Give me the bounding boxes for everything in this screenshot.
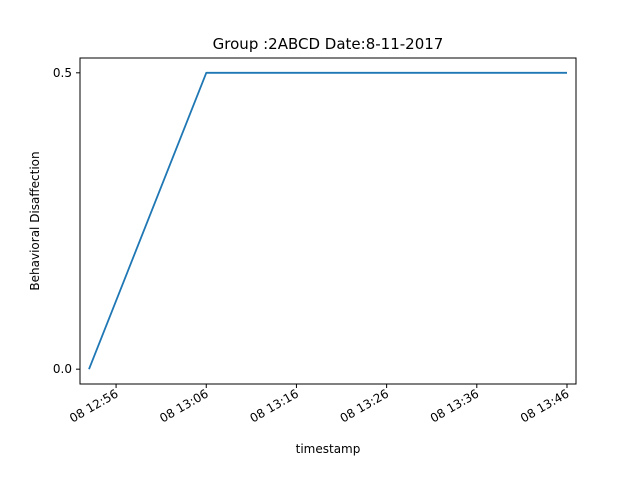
y-axis: 0.0 0.5 — [53, 66, 80, 376]
x-axis-label: timestamp — [296, 442, 361, 456]
y-tick-label: 0.5 — [53, 66, 72, 80]
plot-area — [79, 57, 577, 385]
y-tick-label: 0.0 — [53, 362, 72, 376]
series-line — [88, 71, 567, 370]
series-layer — [88, 71, 567, 370]
chart-title: Group :2ABCD Date:8-11-2017 — [213, 35, 444, 53]
y-axis-label: Behavioral Disaffection — [28, 151, 42, 290]
